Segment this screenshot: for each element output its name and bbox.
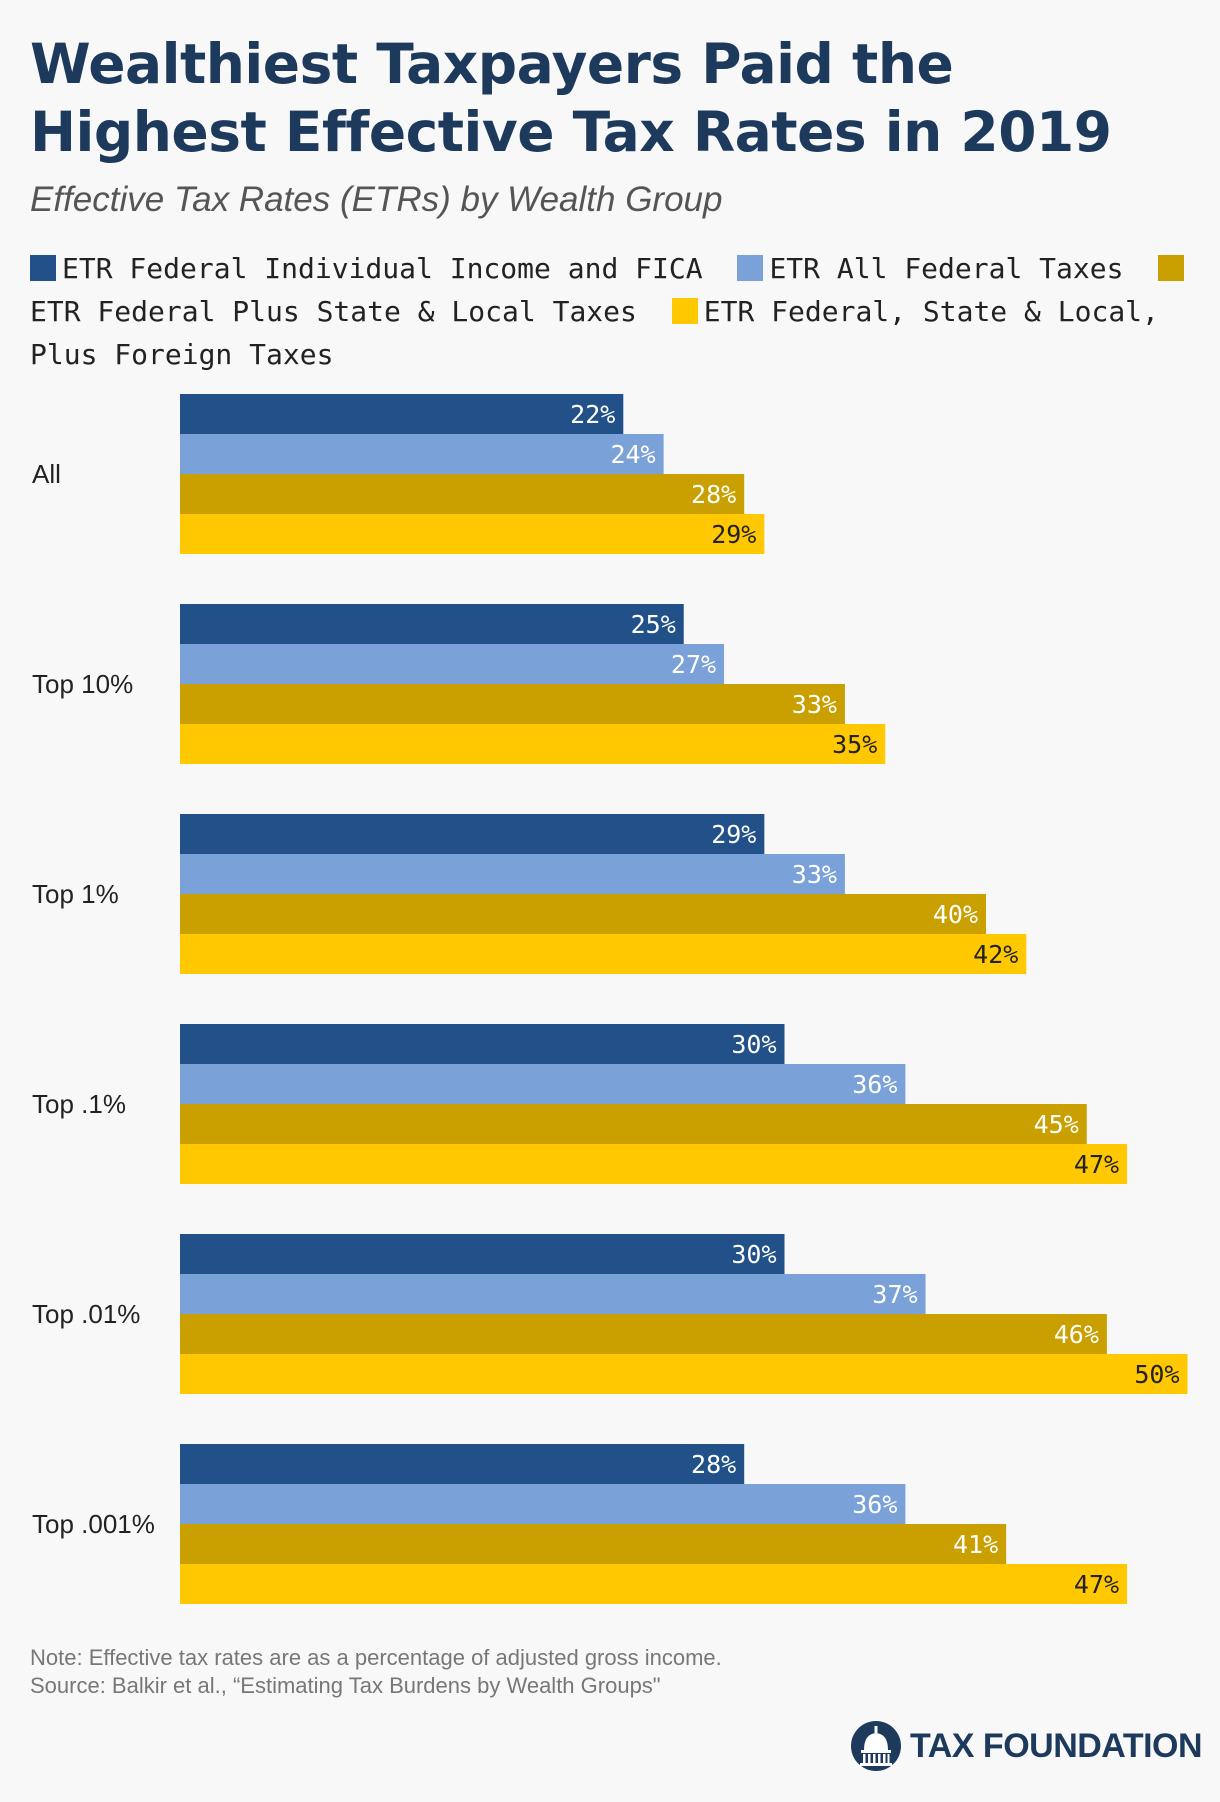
bar-chart: All 22% 24% 28% 29% Top 10% 25% 27% 33% 35% Top 1%… <box>32 394 1188 1604</box>
bar-value-label: 33% <box>792 860 837 889</box>
bar-value-label: 27% <box>671 650 716 679</box>
bar <box>180 1524 1007 1564</box>
bar-value-label: 30% <box>731 1240 776 1269</box>
legend-item-federal-income-fica: ETR Federal Individual Income and FICA <box>30 252 737 285</box>
bar <box>180 724 886 764</box>
bar <box>180 474 745 514</box>
bar-value-label: 50% <box>1134 1360 1179 1389</box>
bar-value-label: 47% <box>1074 1150 1119 1179</box>
legend-swatch <box>671 298 698 324</box>
note-text: Note: Effective tax rates are as a perce… <box>30 1645 722 1670</box>
bar <box>180 1444 745 1484</box>
bar <box>180 1024 785 1064</box>
bar-value-label: 37% <box>872 1280 917 1309</box>
capitol-dome-icon <box>851 1721 901 1771</box>
bar-value-label: 33% <box>792 690 837 719</box>
bar <box>180 1274 926 1314</box>
bar <box>180 514 765 554</box>
bar <box>180 814 765 854</box>
bar <box>180 604 684 644</box>
source-text: Source: Balkir et al., “Estimating Tax B… <box>30 1673 661 1698</box>
bar-value-label: 24% <box>610 440 655 469</box>
bar-group: All 22% 24% 28% 29% <box>32 394 765 554</box>
bar <box>180 684 845 724</box>
bar-group: Top 10% 25% 27% 33% 35% <box>32 604 886 764</box>
bar-value-label: 36% <box>852 1490 897 1519</box>
bar-value-label: 30% <box>731 1030 776 1059</box>
bar-value-label: 46% <box>1054 1320 1099 1349</box>
category-label: Top 10% <box>32 669 133 699</box>
bar-value-label: 28% <box>691 480 736 509</box>
category-label: All <box>32 459 61 489</box>
bar <box>180 1564 1128 1604</box>
bar <box>180 1064 906 1104</box>
bar-group: Top 1% 29% 33% 40% 42% <box>32 814 1027 974</box>
bar-value-label: 47% <box>1074 1570 1119 1599</box>
legend-swatch <box>737 255 764 281</box>
bar <box>180 1354 1188 1394</box>
bar-value-label: 41% <box>953 1530 998 1559</box>
legend: ETR Federal Individual Income and FICA E… <box>30 247 1210 376</box>
bar <box>180 1144 1128 1184</box>
category-label: Top .01% <box>32 1299 140 1329</box>
bar <box>180 394 624 434</box>
legend-label: ETR Federal Individual Income and FICA <box>62 252 703 285</box>
bar <box>180 1234 785 1274</box>
bar <box>180 1314 1107 1354</box>
bar-value-label: 35% <box>832 730 877 759</box>
legend-label: ETR All Federal Taxes <box>769 252 1124 285</box>
bar-value-label: 29% <box>711 820 756 849</box>
category-label: Top .001% <box>32 1509 155 1539</box>
legend-item-plus-foreign: ETR Federal, State & Local, Plus Foreign… <box>30 295 1159 371</box>
bar-group: Top .001% 28% 36% 41% 47% <box>32 1444 1128 1604</box>
bar-value-label: 36% <box>852 1070 897 1099</box>
brand-name: TAX FOUNDATION <box>910 1726 1203 1765</box>
bar-value-label: 42% <box>973 940 1018 969</box>
legend-label: ETR Federal, State & Local, Plus Foreign… <box>30 295 1159 371</box>
bar-value-label: 28% <box>691 1450 736 1479</box>
chart-title: Wealthiest Taxpayers Paid the Highest Ef… <box>30 32 1112 164</box>
legend-item-federal-state-local: ETR Federal Plus State & Local Taxes <box>30 252 1190 328</box>
category-label: Top 1% <box>32 879 119 909</box>
legend-swatch <box>30 255 56 281</box>
bar <box>180 854 845 894</box>
bar <box>180 434 664 474</box>
bar-value-label: 25% <box>631 610 676 639</box>
legend-label: ETR Federal Plus State & Local Taxes <box>30 295 637 328</box>
bar <box>180 1484 906 1524</box>
bar <box>180 1104 1087 1144</box>
bar-value-label: 29% <box>711 520 756 549</box>
legend-swatch <box>1158 255 1185 281</box>
bar-group: Top .01% 30% 37% 46% 50% <box>32 1234 1188 1394</box>
brand-logo: TAX FOUNDATION <box>850 1718 1203 1774</box>
category-label: Top .1% <box>32 1089 126 1119</box>
legend-item-all-federal: ETR All Federal Taxes <box>737 252 1158 285</box>
bar-value-label: 45% <box>1034 1110 1079 1139</box>
bar-value-label: 40% <box>933 900 978 929</box>
chart-subtitle: Effective Tax Rates (ETRs) by Wealth Gro… <box>30 180 723 219</box>
bar-value-label: 22% <box>570 400 615 429</box>
bar-group: Top .1% 30% 36% 45% 47% <box>32 1024 1128 1184</box>
bar <box>180 894 986 934</box>
footnote: Note: Effective tax rates are as a perce… <box>30 1644 930 1700</box>
bar <box>180 644 725 684</box>
bar <box>180 934 1027 974</box>
